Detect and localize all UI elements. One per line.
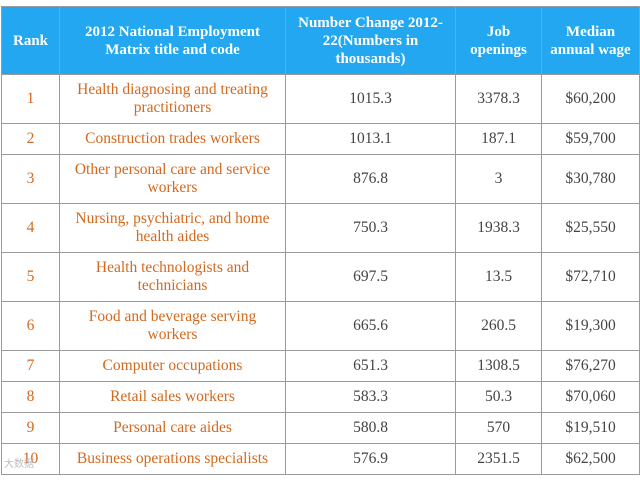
table-row: 6 Food and beverage serving workers 665.… xyxy=(1,301,640,351)
cell-wage: $60,200 xyxy=(541,74,640,124)
cell-rank: 2 xyxy=(1,123,60,155)
cell-change: 750.3 xyxy=(285,203,456,253)
cell-rank: 3 xyxy=(1,154,60,204)
table-row: 1 Health diagnosing and treating practit… xyxy=(1,74,640,124)
table-row: 5 Health technologists and technicians 6… xyxy=(1,252,640,302)
table-row: 8 Retail sales workers 583.3 50.3 $70,06… xyxy=(1,381,640,413)
header-title: 2012 National Employment Matrix title an… xyxy=(59,6,286,75)
cell-wage: $62,500 xyxy=(541,443,640,475)
header-rank: Rank xyxy=(1,6,60,75)
cell-change: 651.3 xyxy=(285,350,456,382)
header-change: Number Change 2012-22(Numbers in thousan… xyxy=(285,6,456,75)
cell-wage: $70,060 xyxy=(541,381,640,413)
cell-rank: 6 xyxy=(1,301,60,351)
cell-rank: 10 xyxy=(1,443,60,475)
cell-openings: 1938.3 xyxy=(455,203,542,253)
cell-wage: $30,780 xyxy=(541,154,640,204)
table-row: 9 Personal care aides 580.8 570 $19,510 xyxy=(1,412,640,444)
table-row: 4 Nursing, psychiatric, and home health … xyxy=(1,203,640,253)
cell-wage: $76,270 xyxy=(541,350,640,382)
cell-openings: 3 xyxy=(455,154,542,204)
cell-rank: 5 xyxy=(1,252,60,302)
table-row: 7 Computer occupations 651.3 1308.5 $76,… xyxy=(1,350,640,382)
cell-title: Personal care aides xyxy=(59,412,286,444)
header-openings: Job openings xyxy=(455,6,542,75)
cell-change: 665.6 xyxy=(285,301,456,351)
cell-title: Nursing, psychiatric, and home health ai… xyxy=(59,203,286,253)
employment-table: Rank 2012 National Employment Matrix tit… xyxy=(1,6,640,475)
cell-openings: 50.3 xyxy=(455,381,542,413)
cell-title: Health technologists and technicians xyxy=(59,252,286,302)
cell-rank: 9 xyxy=(1,412,60,444)
table-row: 2 Construction trades workers 1013.1 187… xyxy=(1,123,640,155)
header-wage: Median annual wage xyxy=(541,6,640,75)
cell-wage: $19,300 xyxy=(541,301,640,351)
cell-change: 583.3 xyxy=(285,381,456,413)
table-row: 10 Business operations specialists 576.9… xyxy=(1,443,640,475)
cell-openings: 1308.5 xyxy=(455,350,542,382)
cell-openings: 2351.5 xyxy=(455,443,542,475)
cell-wage: $72,710 xyxy=(541,252,640,302)
cell-wage: $19,510 xyxy=(541,412,640,444)
cell-title: Computer occupations xyxy=(59,350,286,382)
cell-rank: 4 xyxy=(1,203,60,253)
table-row: 3 Other personal care and service worker… xyxy=(1,154,640,204)
watermark: 大数据 xyxy=(4,459,34,470)
cell-title: Business operations specialists xyxy=(59,443,286,475)
cell-title: Construction trades workers xyxy=(59,123,286,155)
cell-rank: 7 xyxy=(1,350,60,382)
cell-change: 576.9 xyxy=(285,443,456,475)
cell-openings: 13.5 xyxy=(455,252,542,302)
cell-change: 1015.3 xyxy=(285,74,456,124)
cell-openings: 3378.3 xyxy=(455,74,542,124)
cell-title: Retail sales workers xyxy=(59,381,286,413)
cell-openings: 187.1 xyxy=(455,123,542,155)
cell-rank: 8 xyxy=(1,381,60,413)
cell-change: 876.8 xyxy=(285,154,456,204)
cell-title: Other personal care and service workers xyxy=(59,154,286,204)
cell-openings: 260.5 xyxy=(455,301,542,351)
cell-openings: 570 xyxy=(455,412,542,444)
cell-wage: $25,550 xyxy=(541,203,640,253)
cell-title: Food and beverage serving workers xyxy=(59,301,286,351)
cell-title: Health diagnosing and treating practitio… xyxy=(59,74,286,124)
cell-wage: $59,700 xyxy=(541,123,640,155)
cell-change: 697.5 xyxy=(285,252,456,302)
cell-change: 580.8 xyxy=(285,412,456,444)
cell-rank: 1 xyxy=(1,74,60,124)
header-row: Rank 2012 National Employment Matrix tit… xyxy=(1,6,640,75)
cell-change: 1013.1 xyxy=(285,123,456,155)
